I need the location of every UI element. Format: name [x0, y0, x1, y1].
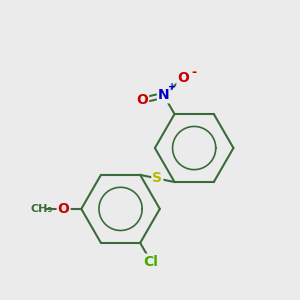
Text: N: N	[158, 88, 170, 102]
Text: +: +	[167, 82, 176, 92]
Text: CH₃: CH₃	[31, 204, 53, 214]
Text: S: S	[152, 172, 162, 185]
Text: O: O	[177, 71, 189, 85]
Text: O: O	[136, 93, 148, 107]
Text: Cl: Cl	[143, 255, 158, 268]
Text: O: O	[58, 202, 70, 216]
Text: -: -	[192, 66, 197, 79]
